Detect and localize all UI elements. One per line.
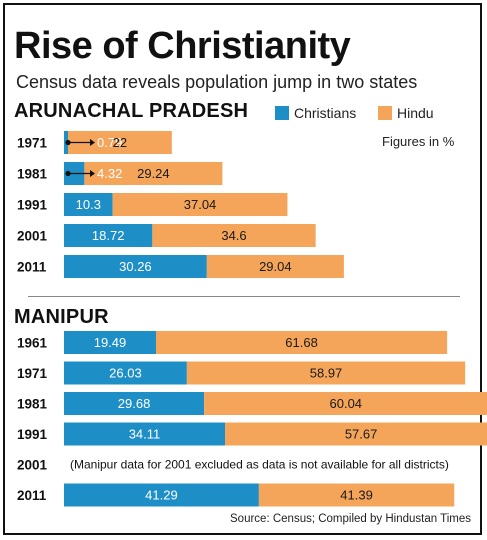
year-label-arunachal-1981: 1981 [17, 167, 48, 182]
bar-christians-manipur-1971 [64, 361, 187, 385]
value-label-christians-manipur-1971: 26.03 [109, 366, 142, 381]
year-label-manipur-1991: 1991 [17, 427, 48, 442]
page-title: Rise of Christianity [14, 25, 351, 67]
pointer-arrowhead-arunachal-1981 [90, 170, 95, 177]
bar-hindu-arunachal-1971 [68, 131, 172, 154]
value-label-christians-arunachal-2001: 18.72 [92, 228, 125, 243]
value-label-christians-manipur-2011: 41.29 [145, 488, 178, 503]
year-label-manipur-2011: 2011 [17, 488, 47, 503]
value-label-hindu-arunachal-1981: 29.24 [137, 166, 170, 181]
year-label-arunachal-2011: 2011 [17, 260, 47, 275]
missing-data-note-manipur-2001: (Manipur data for 2001 excluded as data … [70, 458, 449, 472]
bar-hindu-manipur-1961 [155, 331, 448, 354]
bar-christians-arunachal-2001 [64, 224, 153, 247]
section-title-arunachal: ARUNACHAL PRADESH [14, 100, 249, 122]
bar-hindu-manipur-1971 [186, 361, 466, 385]
bar-christians-arunachal-2011 [64, 255, 207, 278]
legend-swatch-hindu [378, 106, 392, 120]
section-divider [28, 296, 460, 297]
source-note: Source: Census; Compiled by Hindustan Ti… [230, 513, 471, 525]
year-label-manipur-1961: 1961 [17, 336, 48, 351]
section-title-manipur: MANIPUR [14, 306, 109, 328]
value-label-hindu-manipur-1981: 60.04 [330, 396, 363, 411]
legend-swatch-christians [275, 106, 289, 120]
bar-christians-manipur-1961 [64, 331, 156, 354]
year-label-manipur-1971: 1971 [17, 366, 48, 381]
value-label-hindu-manipur-2011: 41.39 [340, 488, 373, 503]
bar-hindu-manipur-1981 [204, 392, 487, 415]
bar-hindu-manipur-1991 [224, 422, 487, 446]
bar-christians-arunachal-1991 [64, 193, 113, 216]
value-label-hindu-arunachal-2001: 34.6 [221, 228, 246, 243]
page-subtitle: Census data reveals population jump in t… [16, 72, 418, 92]
value-label-hindu-manipur-1961: 61.68 [285, 335, 318, 350]
bar-hindu-arunachal-2001 [152, 224, 316, 247]
value-label-christians-arunachal-2011: 30.26 [119, 259, 152, 274]
value-label-hindu-arunachal-1971: 22 [113, 135, 127, 150]
value-label-christians-manipur-1981: 29.68 [118, 396, 151, 411]
value-label-hindu-manipur-1971: 58.97 [310, 366, 343, 381]
legend-label-hindu: Hindu [397, 105, 434, 121]
year-label-arunachal-1971: 1971 [17, 136, 48, 151]
value-label-christians-manipur-1991: 34.11 [129, 427, 161, 442]
value-label-hindu-arunachal-2011: 29.04 [259, 259, 292, 274]
value-label-christians-arunachal-1971: 0.79 [97, 135, 122, 150]
value-label-hindu-manipur-1991: 57.67 [345, 427, 378, 442]
bar-hindu-arunachal-2011 [206, 255, 344, 278]
year-label-arunachal-1991: 1991 [17, 198, 48, 213]
bar-christians-manipur-2011 [64, 483, 259, 507]
year-label-manipur-2001: 2001 [17, 458, 48, 473]
year-label-arunachal-2001: 2001 [17, 229, 48, 244]
value-label-christians-arunachal-1981: 4.32 [97, 166, 122, 181]
bar-christians-manipur-1991 [64, 422, 225, 446]
bar-hindu-arunachal-1991 [112, 193, 288, 216]
figures-note: Figures in % [382, 134, 455, 149]
legend-label-christians: Christians [294, 105, 357, 121]
bar-hindu-arunachal-1981 [84, 162, 223, 185]
value-label-christians-arunachal-1991: 10.3 [76, 197, 101, 212]
value-label-christians-manipur-1961: 19.49 [94, 335, 127, 350]
bar-hindu-manipur-2011 [258, 483, 455, 507]
value-label-hindu-arunachal-1991: 37.04 [184, 197, 217, 212]
pointer-arrowhead-arunachal-1971 [90, 139, 95, 146]
bar-christians-manipur-1981 [64, 392, 205, 415]
year-label-manipur-1981: 1981 [17, 397, 48, 412]
